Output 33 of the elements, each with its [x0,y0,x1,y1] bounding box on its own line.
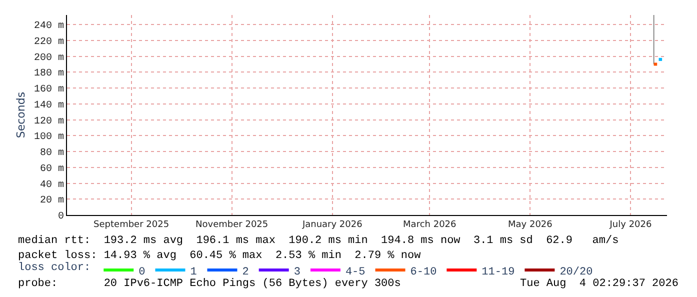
y-tick-label: 40 m [40,180,64,191]
y-tick-label: 200 m [34,52,64,64]
y-tick-label: 160 m [34,84,64,96]
x-tick-label: May 2026 [508,220,553,230]
legend-label: 2 [242,266,249,278]
text: packet loss: 14.93 % avg 60.45 % max 2.53 % min 2.79 % now [18,250,422,262]
y-tick-label: 80 m [40,148,64,160]
legend-label: 20/20 [560,266,593,278]
text: probe: 20 IPv6-ICMP Echo Pings (56 Bytes) every 300s [18,278,401,290]
legend-label: 6-10 [410,266,437,278]
legend-label: 0 [138,266,146,278]
y-axis-title: Seconds [14,92,28,138]
y-tick-label: 220 m [34,36,64,48]
y-tick-label: 60 m [40,164,64,175]
x-tick-label: July 2026 [608,220,652,230]
legend-label: 3 [294,266,300,278]
y-tick-label: 120 m [34,116,64,128]
y-tick-label: 20 m [40,196,64,207]
y-tick-label: 240 m [34,21,64,32]
legend-title: loss color: [18,262,91,274]
text: Tue Aug 4 02:29:37 2026 [520,278,678,290]
y-tick-label: 0 [58,212,64,222]
y-tick-label: 140 m [34,100,64,112]
y-tick-label: 100 m [34,132,64,144]
x-tick-label: March 2026 [403,220,457,230]
legend-label: 4-5 [345,266,366,278]
x-tick-label: January 2026 [301,220,363,230]
legend-label: 1 [190,266,198,278]
x-tick-label: September 2025 [94,220,170,230]
text: median rtt: 193.2 ms avg 196.1 ms max 190.2 ms min 194.8 ms now 3.1 ms sd 62.9 am/s [18,235,619,247]
x-tick-label: November 2025 [196,220,268,230]
y-tick-label: 180 m [34,68,64,80]
legend-label: 11-19 [482,266,515,278]
